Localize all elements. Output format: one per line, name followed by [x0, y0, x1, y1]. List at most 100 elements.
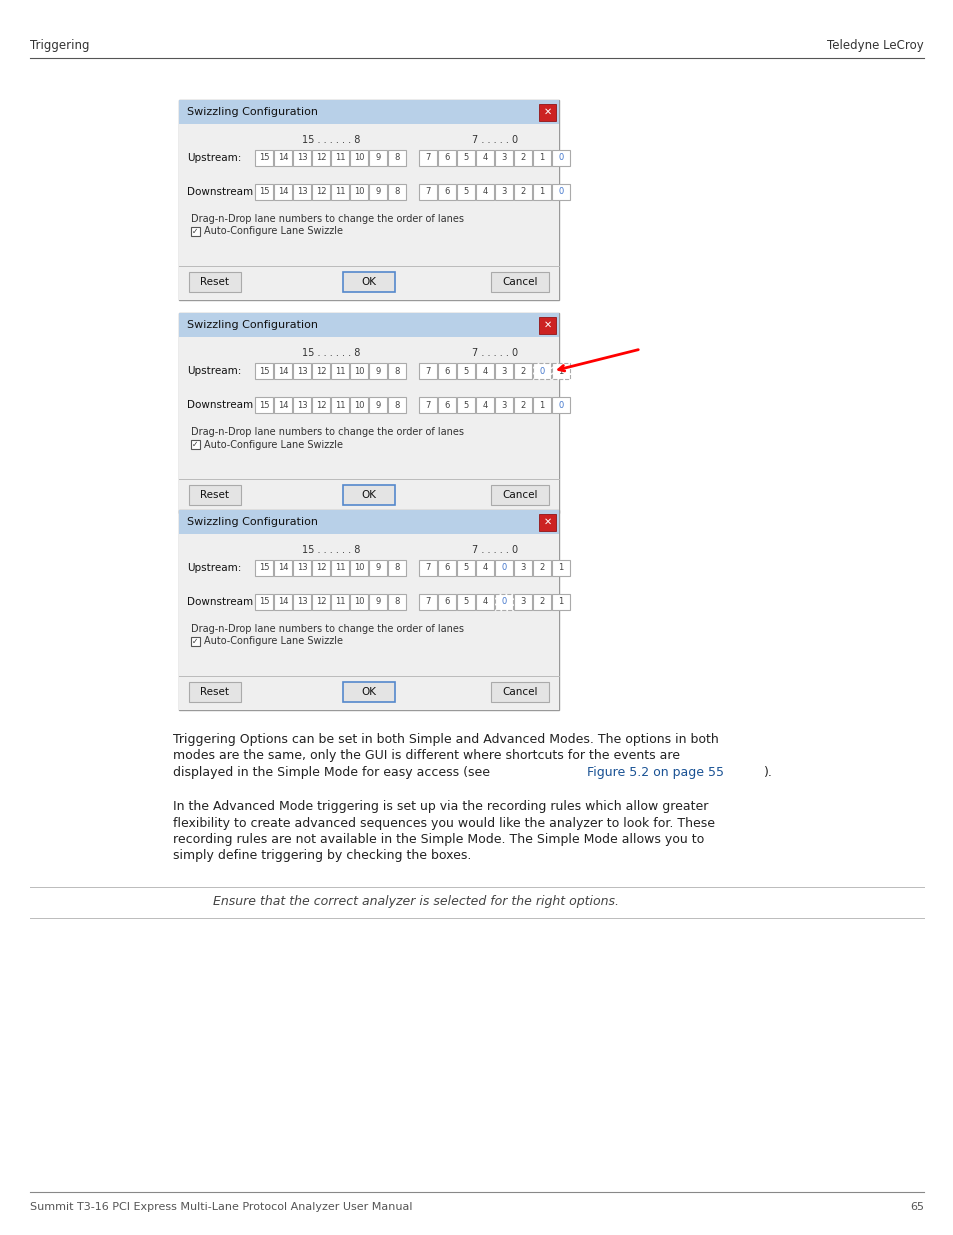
- FancyBboxPatch shape: [179, 534, 558, 710]
- FancyBboxPatch shape: [538, 514, 556, 531]
- FancyBboxPatch shape: [312, 363, 330, 379]
- Text: 5: 5: [463, 563, 468, 573]
- FancyBboxPatch shape: [179, 510, 558, 534]
- Text: ✓: ✓: [193, 227, 198, 236]
- FancyBboxPatch shape: [369, 396, 387, 412]
- Text: 10: 10: [354, 367, 364, 375]
- Text: 10: 10: [354, 563, 364, 573]
- FancyBboxPatch shape: [312, 149, 330, 165]
- Text: 11: 11: [335, 367, 345, 375]
- Text: ✓: ✓: [193, 440, 198, 450]
- FancyBboxPatch shape: [491, 682, 548, 701]
- Text: Triggering: Triggering: [30, 40, 90, 53]
- Text: flexibility to create advanced sequences you would like the analyzer to look for: flexibility to create advanced sequences…: [172, 816, 714, 830]
- FancyBboxPatch shape: [495, 559, 513, 576]
- Text: 14: 14: [277, 563, 288, 573]
- Text: 1: 1: [558, 563, 563, 573]
- FancyBboxPatch shape: [254, 396, 273, 412]
- Text: Drag-n-Drop lane numbers to change the order of lanes: Drag-n-Drop lane numbers to change the o…: [191, 427, 463, 437]
- Text: OK: OK: [361, 490, 376, 500]
- Text: 7: 7: [425, 563, 430, 573]
- FancyBboxPatch shape: [189, 272, 241, 291]
- Text: 13: 13: [296, 400, 307, 410]
- FancyBboxPatch shape: [254, 363, 273, 379]
- FancyBboxPatch shape: [495, 363, 513, 379]
- Text: 1: 1: [558, 367, 563, 375]
- FancyBboxPatch shape: [293, 184, 311, 200]
- FancyBboxPatch shape: [495, 184, 513, 200]
- Text: 7: 7: [425, 153, 430, 163]
- FancyBboxPatch shape: [476, 594, 494, 610]
- Text: 0: 0: [538, 367, 544, 375]
- Text: 1: 1: [538, 188, 544, 196]
- FancyBboxPatch shape: [456, 559, 475, 576]
- FancyBboxPatch shape: [476, 363, 494, 379]
- Text: 0: 0: [558, 400, 563, 410]
- FancyBboxPatch shape: [552, 559, 569, 576]
- FancyBboxPatch shape: [331, 363, 349, 379]
- Text: Reset: Reset: [200, 277, 230, 287]
- Text: 5: 5: [463, 188, 468, 196]
- FancyBboxPatch shape: [254, 559, 273, 576]
- Text: 6: 6: [444, 563, 449, 573]
- Text: 1: 1: [558, 598, 563, 606]
- Text: 10: 10: [354, 188, 364, 196]
- Text: 7 . . . . . 0: 7 . . . . . 0: [472, 135, 517, 144]
- Text: Auto-Configure Lane Swizzle: Auto-Configure Lane Swizzle: [204, 636, 343, 646]
- FancyBboxPatch shape: [552, 363, 569, 379]
- Text: Swizzling Configuration: Swizzling Configuration: [187, 107, 317, 117]
- Text: Upstream:: Upstream:: [187, 563, 241, 573]
- FancyBboxPatch shape: [179, 312, 558, 337]
- Text: Drag-n-Drop lane numbers to change the order of lanes: Drag-n-Drop lane numbers to change the o…: [191, 214, 463, 224]
- FancyBboxPatch shape: [191, 440, 200, 450]
- FancyBboxPatch shape: [343, 272, 395, 291]
- Text: Summit T3-16 PCI Express Multi-Lane Protocol Analyzer User Manual: Summit T3-16 PCI Express Multi-Lane Prot…: [30, 1202, 412, 1212]
- Text: Reset: Reset: [200, 687, 230, 697]
- FancyBboxPatch shape: [274, 184, 292, 200]
- FancyBboxPatch shape: [495, 149, 513, 165]
- Text: 11: 11: [335, 563, 345, 573]
- Text: 11: 11: [335, 400, 345, 410]
- FancyBboxPatch shape: [331, 396, 349, 412]
- Text: In the Advanced Mode triggering is set up via the recording rules which allow gr: In the Advanced Mode triggering is set u…: [172, 800, 708, 813]
- Text: 15: 15: [258, 153, 269, 163]
- Text: 4: 4: [482, 400, 487, 410]
- FancyBboxPatch shape: [293, 149, 311, 165]
- Text: modes are the same, only the GUI is different where shortcuts for the events are: modes are the same, only the GUI is diff…: [172, 750, 679, 762]
- Text: 13: 13: [296, 563, 307, 573]
- FancyBboxPatch shape: [179, 100, 558, 300]
- FancyBboxPatch shape: [331, 594, 349, 610]
- Text: 5: 5: [463, 367, 468, 375]
- FancyBboxPatch shape: [254, 184, 273, 200]
- Text: 15: 15: [258, 367, 269, 375]
- FancyBboxPatch shape: [350, 396, 368, 412]
- Text: 3: 3: [500, 400, 506, 410]
- FancyBboxPatch shape: [418, 594, 436, 610]
- Text: 6: 6: [444, 400, 449, 410]
- FancyBboxPatch shape: [369, 184, 387, 200]
- Text: 0: 0: [558, 153, 563, 163]
- Text: Swizzling Configuration: Swizzling Configuration: [187, 517, 317, 527]
- FancyBboxPatch shape: [312, 396, 330, 412]
- FancyBboxPatch shape: [388, 559, 406, 576]
- Text: Auto-Configure Lane Swizzle: Auto-Configure Lane Swizzle: [204, 440, 343, 450]
- FancyBboxPatch shape: [350, 363, 368, 379]
- Text: Upstream:: Upstream:: [187, 366, 241, 375]
- FancyBboxPatch shape: [418, 184, 436, 200]
- Text: 15 . . . . . . 8: 15 . . . . . . 8: [301, 135, 360, 144]
- FancyBboxPatch shape: [350, 594, 368, 610]
- Text: 0: 0: [501, 598, 506, 606]
- Text: 4: 4: [482, 153, 487, 163]
- Text: ).: ).: [763, 766, 772, 779]
- FancyBboxPatch shape: [179, 124, 558, 300]
- FancyBboxPatch shape: [538, 316, 556, 333]
- Text: 14: 14: [277, 400, 288, 410]
- Text: displayed in the Simple Mode for easy access (see: displayed in the Simple Mode for easy ac…: [172, 766, 494, 779]
- FancyBboxPatch shape: [514, 594, 532, 610]
- Text: Reset: Reset: [200, 490, 230, 500]
- Text: 9: 9: [375, 400, 380, 410]
- FancyBboxPatch shape: [538, 104, 556, 121]
- Text: 12: 12: [315, 188, 326, 196]
- Text: 7: 7: [425, 367, 430, 375]
- Text: 15 . . . . . . 8: 15 . . . . . . 8: [301, 545, 360, 555]
